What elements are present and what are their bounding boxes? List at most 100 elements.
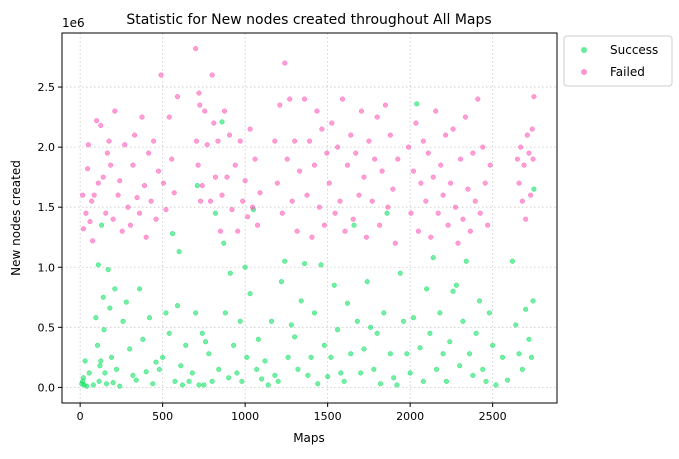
point-success [394,382,400,388]
point-failed [353,150,359,156]
legend-marker-success [581,47,587,53]
point-success [504,377,511,383]
point-failed [462,114,468,120]
point-success [226,375,232,381]
point-success [308,354,314,360]
point-success [407,370,413,376]
point-success [530,298,536,304]
point-success [420,378,426,384]
point-success [189,370,195,376]
x-tick-label: 1500 [314,410,342,423]
point-success [486,310,492,316]
point-success [170,231,176,237]
point-failed [292,138,298,144]
point-success [174,303,181,309]
point-failed [224,174,230,180]
point-failed [193,138,200,144]
point-success [244,354,250,360]
point-failed [250,204,256,210]
point-success [358,370,364,376]
point-failed [428,234,434,240]
point-failed [450,126,456,132]
point-success [105,267,111,273]
point-failed [193,46,199,52]
point-success [344,300,351,306]
data-points [79,46,537,389]
point-failed [106,138,112,144]
grid [62,33,557,403]
point-failed [143,234,149,240]
legend-box [563,35,673,87]
point-failed [85,142,91,148]
y-tick-label: 2.5 [38,81,56,94]
point-success [95,262,101,268]
point-failed [445,222,451,228]
point-success [526,336,532,342]
point-failed [530,156,536,162]
point-failed [302,96,308,102]
point-success [101,327,107,333]
point-success [315,381,321,387]
x-tick-label: 0 [77,410,84,423]
point-failed [232,162,238,168]
point-success [463,258,469,264]
point-success [221,240,227,246]
point-success [516,351,522,357]
point-failed [87,219,93,225]
point-failed [410,168,417,174]
y-tick-label: 2.0 [38,141,56,154]
point-failed [477,210,483,216]
point-success [269,318,275,324]
point-success [265,382,271,388]
point-failed [358,108,365,114]
point-failed [319,126,325,132]
point-failed [80,226,86,232]
point-success [203,339,209,345]
point-success [437,310,443,316]
point-success [493,382,499,388]
point-success [341,378,347,384]
y-tick-label: 0.0 [38,381,56,394]
point-failed [480,144,486,150]
point-success [237,318,243,324]
point-success [321,342,327,348]
point-failed [433,108,439,114]
point-success [414,101,420,107]
point-success [272,372,278,378]
point-failed [485,222,491,228]
point-failed [119,228,125,234]
point-failed [229,207,235,213]
point-failed [335,144,341,150]
point-failed [91,192,97,198]
point-success [102,370,108,376]
point-success [137,286,143,292]
point-success [140,336,146,342]
y-tick-label: 1.5 [38,201,56,214]
point-failed [195,162,201,168]
point-success [113,366,119,372]
point-failed [160,180,167,186]
point-success [397,270,403,276]
point-failed [226,132,233,138]
point-success [96,378,102,384]
point-success [172,378,178,384]
point-success [275,378,281,384]
point-success [178,363,184,369]
point-success [480,366,486,372]
point-failed [518,144,524,150]
point-failed [117,178,123,184]
point-success [98,358,104,364]
x-tick-label: 2500 [479,410,507,423]
point-success [410,315,417,321]
point-failed [363,234,369,240]
point-success [519,366,525,372]
plot-frame [61,32,558,404]
point-success [222,310,228,316]
point-success [513,322,519,328]
point-failed [237,138,243,144]
point-failed [361,174,367,180]
point-success [82,358,88,364]
point-success [143,369,149,375]
point-success [183,342,189,348]
point-success [112,286,118,292]
